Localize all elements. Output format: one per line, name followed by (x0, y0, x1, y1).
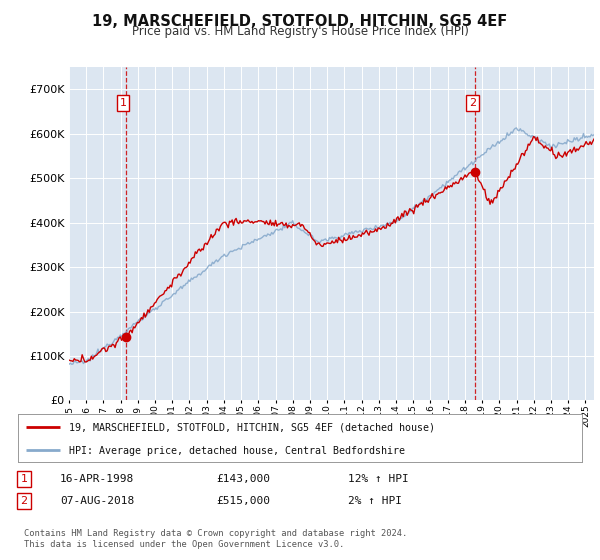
Text: Contains HM Land Registry data © Crown copyright and database right 2024.
This d: Contains HM Land Registry data © Crown c… (24, 529, 407, 549)
Text: 07-AUG-2018: 07-AUG-2018 (60, 496, 134, 506)
Text: 2% ↑ HPI: 2% ↑ HPI (348, 496, 402, 506)
Text: 19, MARSCHEFIELD, STOTFOLD, HITCHIN, SG5 4EF: 19, MARSCHEFIELD, STOTFOLD, HITCHIN, SG5… (92, 14, 508, 29)
Text: 19, MARSCHEFIELD, STOTFOLD, HITCHIN, SG5 4EF (detached house): 19, MARSCHEFIELD, STOTFOLD, HITCHIN, SG5… (69, 423, 435, 433)
Text: 1: 1 (20, 474, 28, 484)
Text: HPI: Average price, detached house, Central Bedfordshire: HPI: Average price, detached house, Cent… (69, 446, 405, 456)
Text: 2: 2 (469, 98, 476, 108)
Text: 2: 2 (20, 496, 28, 506)
Text: 1: 1 (119, 98, 127, 108)
Text: 16-APR-1998: 16-APR-1998 (60, 474, 134, 484)
Text: Price paid vs. HM Land Registry's House Price Index (HPI): Price paid vs. HM Land Registry's House … (131, 25, 469, 38)
Text: £143,000: £143,000 (216, 474, 270, 484)
Text: £515,000: £515,000 (216, 496, 270, 506)
Text: 12% ↑ HPI: 12% ↑ HPI (348, 474, 409, 484)
